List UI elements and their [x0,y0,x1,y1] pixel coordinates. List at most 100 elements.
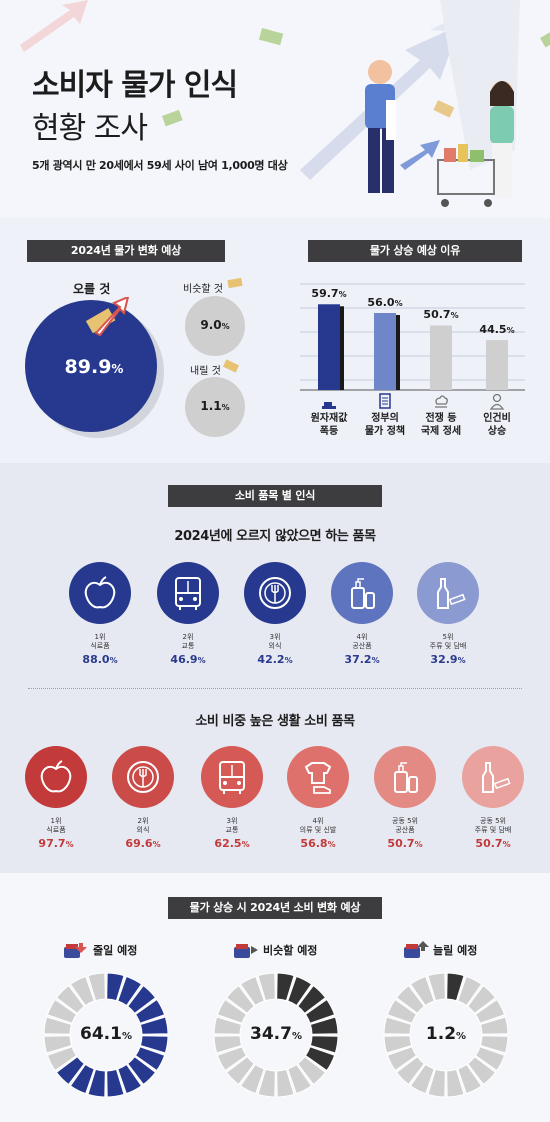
spending-value: 34.7 [250,1024,292,1044]
donut-segment [55,984,85,1014]
item-pct: % [284,656,293,665]
item-name: 공산품 [352,642,372,650]
donut-segment [225,1056,255,1086]
reason-pct: % [394,299,403,308]
item-label: 공동 5위 공산품 [370,817,440,835]
reason-bar [430,325,452,390]
item-value: 69.6 [125,837,153,850]
reason-icon-wrap [376,392,394,410]
item-value-text: 32.9% [413,653,483,666]
donut-segment [446,972,465,1002]
item-name: 공산품 [395,826,415,834]
item-pct: % [457,656,466,665]
reason-icon-wrap [432,392,450,410]
reason-bar [318,304,340,390]
rise-pct: % [111,362,124,376]
item-label: 2위 교통 [153,633,223,651]
item-value: 62.5 [214,837,242,850]
donut-segment [297,984,327,1014]
item-value-text: 37.2% [327,653,397,666]
donut-segment [257,1068,276,1098]
item-rank: 4위 [312,817,324,825]
reason-value-label: 56.0% [357,296,413,309]
item-name: 주류 및 담배 [474,826,512,834]
page-title: 소비자 물가 인식 [32,68,238,103]
item-value: 37.2 [344,653,372,666]
item-label: 1위 식료품 [21,817,91,835]
similar-value-text: 9.0% [185,318,245,332]
items-section [0,463,550,873]
spending-value: 64.1 [80,1024,122,1044]
item-name: 식료품 [46,826,66,834]
donut-segment [479,1016,509,1035]
apple-icon [40,760,72,793]
reason-value-label: 44.5% [469,323,525,336]
plate-icon [259,577,291,609]
donut-segment [69,975,95,1007]
materials-icon [322,402,336,409]
fall-label: 내릴 것 [190,366,221,377]
item-value-text: 88.0% [65,653,135,666]
item-value-text: 46.9% [153,653,223,666]
apple-icon [84,576,116,609]
item-label: 1위 식료품 [65,633,135,651]
item-name: 식료품 [90,642,110,650]
reason-label: 전쟁 등 국제 정세 [411,412,471,438]
item-label: 공동 5위 주류 및 담배 [458,817,528,835]
item-label: 3위 교통 [197,817,267,835]
item-label: 3위 외식 [240,633,310,651]
reason-pct: % [506,326,515,336]
reason-value: 56.0 [367,296,395,309]
similar-pct: % [221,322,230,331]
spending-value-text: 64.1% [66,1024,146,1044]
item-name: 외식 [268,642,282,650]
donut-segment [213,1035,243,1054]
item-pct: % [65,840,74,849]
item-circle [69,562,131,624]
wallet-down-icon [64,943,87,958]
reason-value: 44.5 [479,323,507,337]
item-value-text: 50.7% [370,837,440,850]
item-value-text: 62.5% [197,837,267,850]
item-rank: 1위 [50,817,62,825]
reason-label: 원자재값 폭등 [299,412,359,438]
donut-segment [117,975,143,1007]
donut-segment [46,1046,78,1072]
donut-segment [287,975,313,1007]
high-share-heading: 소비 비중 높은 생활 소비 품목 [195,714,355,729]
donut-segment [225,984,255,1014]
explosion-icon [435,395,448,408]
reason-bar [486,340,508,390]
item-rank: 5위 [442,633,454,641]
item-rank: 3위 [269,633,281,641]
item-value: 50.7 [387,837,415,850]
donut-segment [134,998,166,1024]
reason-value-label: 50.7% [413,308,469,321]
item-pct: % [414,840,423,849]
donut-segment [383,1035,413,1054]
donut-segment [474,1046,506,1072]
rise-value-text: 89.9% [50,356,138,378]
reason-label-line1: 인건비 [483,413,511,424]
item-circle [25,746,87,808]
donut-segment [474,998,506,1024]
donut-segment [139,1035,169,1054]
clothes-icon [304,762,332,794]
reason-label: 정부의 물가 정책 [355,412,415,438]
item-value: 88.0 [82,653,110,666]
reason-label-line1: 전쟁 등 [425,413,457,424]
spending-group-header: 늘릴 예정 [401,940,477,960]
item-label: 4위 공산품 [327,633,397,651]
item-name: 교통 [225,826,239,834]
item-pct: % [152,840,161,849]
item-name: 의류 및 신발 [299,826,337,834]
item-rank: 4위 [356,633,368,641]
expectation-tag: 2024년 물가 변화 예상 [27,240,225,262]
item-value-text: 50.7% [458,837,528,850]
similar-circle [185,296,245,356]
item-pct: % [502,840,511,849]
item-pct: % [241,840,250,849]
rise-label: 오를 것 [73,282,111,296]
donut-segment [427,1068,446,1098]
donut-segment [479,1035,509,1054]
